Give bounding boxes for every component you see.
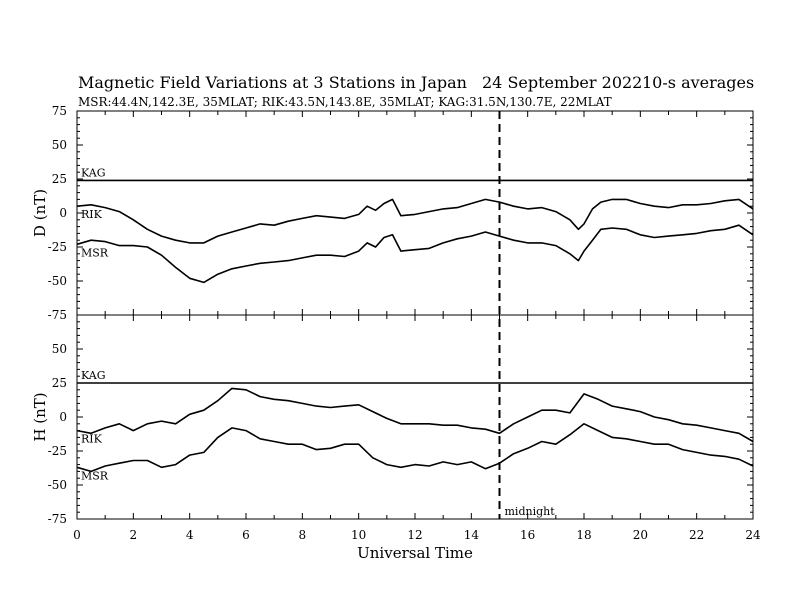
h-ytick-label: 25: [52, 376, 67, 390]
x-axis-label: Universal Time: [357, 544, 473, 562]
xtick-label: 12: [407, 528, 422, 542]
d-ytick-label: -50: [48, 274, 67, 288]
xtick-label: 6: [242, 528, 250, 542]
xtick-label: 0: [73, 528, 81, 542]
xtick-label: 18: [576, 528, 591, 542]
d-panel-frame: [76, 110, 754, 316]
d-ytick-label: -75: [48, 308, 67, 322]
chart-title: Magnetic Field Variations at 3 Stations …: [78, 73, 467, 92]
h-series-label-kag: KAG: [81, 369, 106, 382]
d-series-label-msr: MSR: [81, 246, 109, 259]
xtick-label: 8: [299, 528, 307, 542]
h-series-msr: [76, 422, 754, 473]
xtick-label: 24: [745, 528, 761, 542]
h-ytick-label: -50: [48, 478, 67, 492]
d-series-msr: [76, 224, 754, 284]
h-series-label-msr: MSR: [81, 469, 109, 482]
xtick-label: 16: [520, 528, 535, 542]
h-series-rik: [76, 387, 754, 443]
xtick-label: 10: [351, 528, 366, 542]
d-ytick-label: 25: [52, 172, 67, 186]
midnight-label: midnight: [505, 505, 556, 518]
xtick-label: 4: [186, 528, 194, 542]
d-series-label-kag: KAG: [81, 166, 106, 179]
d-ytick-label: 0: [59, 206, 67, 220]
d-ytick-label: -25: [48, 240, 67, 254]
xtick-label: 20: [633, 528, 648, 542]
h-panel-frame: [76, 314, 754, 520]
chart-date: 24 September 2022: [482, 73, 642, 92]
d-panel: 75 50 25 0 -25 -50 -75 KAG RIK MSR D (nT): [31, 104, 754, 322]
h-ytick-label: -25: [48, 444, 67, 458]
chart-averaging: 10-s averages: [642, 73, 754, 92]
stations-line: MSR:44.4N,142.3E, 35MLAT; RIK:43.5N,143.…: [78, 95, 612, 109]
d-series-rik: [76, 198, 754, 244]
d-ytick-label: 50: [52, 138, 67, 152]
d-axis-label: D (nT): [31, 189, 49, 237]
h-axis-label: H (nT): [31, 392, 49, 441]
xtick-label: 14: [464, 528, 480, 542]
h-ytick-label: -75: [48, 512, 67, 526]
h-ytick-label: 0: [59, 410, 67, 424]
xtick-label: 22: [689, 528, 704, 542]
h-ytick-label: 50: [52, 342, 67, 356]
h-series-label-rik: RIK: [81, 433, 103, 446]
d-series-label-rik: RIK: [81, 208, 103, 221]
d-ytick-label: 75: [52, 104, 67, 118]
xtick-label: 2: [130, 528, 138, 542]
